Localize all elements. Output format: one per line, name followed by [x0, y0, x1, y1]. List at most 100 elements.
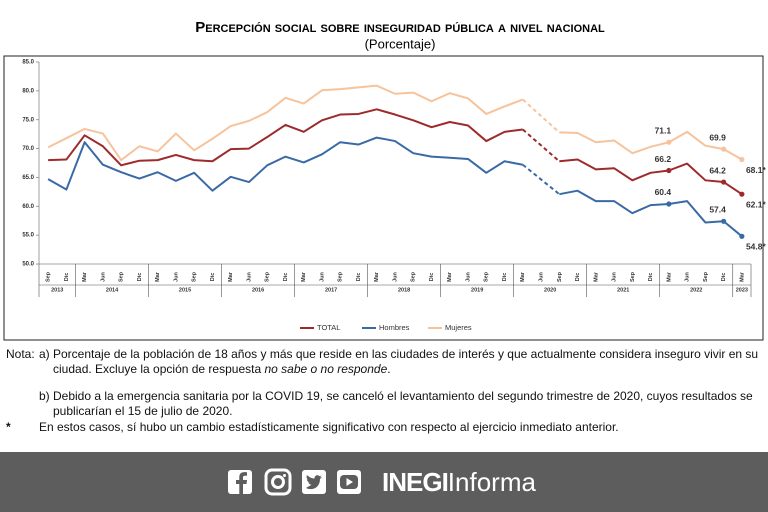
- data-point: [739, 156, 745, 163]
- footer: INEGIInforma: [0, 452, 768, 512]
- chart-title: Percepción social sobre inseguridad públ…: [195, 19, 605, 36]
- note-a: Nota: a) Porcentaje de la población de 18…: [6, 347, 762, 377]
- x-tick-label: Jun: [539, 271, 545, 281]
- legend-label: TOTAL: [317, 323, 340, 332]
- x-tick-label: Sep: [46, 271, 52, 282]
- data-point: [666, 201, 672, 207]
- y-tick-label: 80.0: [22, 88, 34, 94]
- x-tick-label: Mar: [301, 271, 307, 282]
- value-label: 64.2: [709, 165, 726, 175]
- data-point: [721, 218, 727, 224]
- x-tick-label: Sep: [484, 271, 490, 282]
- value-label: 68.1*: [746, 165, 767, 175]
- year-label: 2013: [51, 287, 63, 293]
- value-label: 54.8*: [746, 242, 767, 252]
- data-point: [721, 179, 727, 185]
- note-text: En estos casos, sí hubo un cambio estadí…: [39, 420, 619, 434]
- chart: Percepción social sobre inseguridad públ…: [3, 19, 767, 341]
- x-tick-label: Sep: [338, 271, 344, 282]
- year-label: 2023: [736, 287, 748, 293]
- x-tick-label: Jun: [319, 271, 325, 281]
- x-tick-label: Dic: [502, 273, 508, 282]
- data-point: [739, 191, 745, 197]
- x-tick-label: Jun: [246, 271, 252, 281]
- note-star: * En estos casos, sí hubo un cambio estad…: [6, 420, 762, 435]
- y-tick-label: 70.0: [22, 146, 34, 152]
- value-label: 71.1: [655, 125, 672, 135]
- x-tick-label: Dic: [137, 273, 143, 282]
- twitter-icon[interactable]: [302, 470, 326, 494]
- brand-name: INEGI: [382, 467, 449, 497]
- x-tick-label: Mar: [593, 271, 599, 282]
- year-label: 2017: [325, 287, 337, 293]
- series-line: [48, 108, 743, 196]
- x-tick-label: Mar: [447, 271, 453, 282]
- x-tick-label: Jun: [173, 271, 179, 281]
- value-label: 66.2: [655, 154, 672, 164]
- x-tick-label: Dic: [429, 273, 435, 282]
- data-point: [666, 139, 672, 145]
- y-tick-label: 65.0: [22, 175, 34, 181]
- year-label: 2015: [179, 287, 191, 293]
- y-tick-label: 55.0: [22, 233, 34, 239]
- x-tick-label: Mar: [374, 271, 380, 282]
- gap-connector: [522, 128, 560, 163]
- x-tick-label: Dic: [356, 273, 362, 282]
- y-tick-label: 75.0: [22, 117, 34, 123]
- x-tick-label: Jun: [465, 271, 471, 281]
- y-tick-label: 60.0: [22, 204, 34, 210]
- note-label: Nota:: [6, 347, 35, 361]
- note-star-mark: *: [6, 420, 11, 434]
- year-label: 2014: [106, 287, 119, 293]
- gap-connector: [522, 98, 560, 134]
- x-tick-label: Dic: [575, 273, 581, 282]
- year-label: 2020: [544, 287, 556, 293]
- year-label: 2018: [398, 287, 410, 293]
- x-tick-label: Mar: [228, 271, 234, 282]
- x-tick-label: Jun: [685, 271, 691, 281]
- brand[interactable]: INEGIInforma: [382, 468, 536, 496]
- value-label: 69.9: [709, 132, 726, 142]
- y-tick-label: 85.0: [22, 60, 34, 66]
- y-tick-label: 50.0: [22, 262, 34, 268]
- note-b: b) Debido a la emergencia sanitaria por …: [6, 389, 762, 419]
- value-label: 57.4: [709, 205, 726, 215]
- x-tick-label: Sep: [703, 271, 709, 282]
- instagram-icon[interactable]: [264, 468, 292, 496]
- year-label: 2022: [690, 287, 702, 293]
- chart-frame: [3, 55, 764, 341]
- data-point: [666, 167, 672, 174]
- series-line: [47, 136, 743, 238]
- x-tick-label: Mar: [666, 271, 672, 282]
- data-point: [721, 146, 727, 152]
- gap-connector: [522, 163, 560, 195]
- x-tick-label: Dic: [721, 273, 727, 282]
- note-text: .: [387, 362, 391, 376]
- x-tick-label: Sep: [630, 271, 636, 282]
- x-tick-label: Dic: [283, 273, 289, 282]
- value-label: 60.4: [655, 187, 672, 197]
- x-tick-label: Dic: [648, 273, 654, 282]
- data-point: [739, 233, 745, 239]
- x-tick-label: Mar: [155, 271, 161, 282]
- x-tick-label: Sep: [192, 271, 198, 282]
- year-label: 2021: [617, 287, 629, 293]
- year-label: 2016: [252, 287, 264, 293]
- x-tick-label: Jun: [100, 271, 106, 281]
- x-tick-label: Mar: [82, 271, 88, 282]
- facebook-icon[interactable]: [228, 470, 252, 494]
- note-italic: no sabe o no responde: [264, 362, 388, 376]
- x-tick-label: Sep: [119, 271, 125, 282]
- x-tick-label: Jun: [612, 271, 618, 281]
- x-tick-label: Mar: [739, 271, 745, 282]
- x-tick-label: Jun: [392, 271, 398, 281]
- value-label: 62.1*: [746, 199, 767, 209]
- x-tick-label: Sep: [411, 271, 417, 282]
- note-text: b) Debido a la emergencia sanitaria por …: [39, 389, 753, 418]
- youtube-icon[interactable]: [337, 470, 361, 494]
- series-line: [47, 84, 743, 162]
- note-text: a) Porcentaje de la población de 18 años…: [39, 347, 762, 377]
- notes: Nota: a) Porcentaje de la población de 18…: [6, 347, 762, 435]
- x-tick-label: Mar: [520, 271, 526, 282]
